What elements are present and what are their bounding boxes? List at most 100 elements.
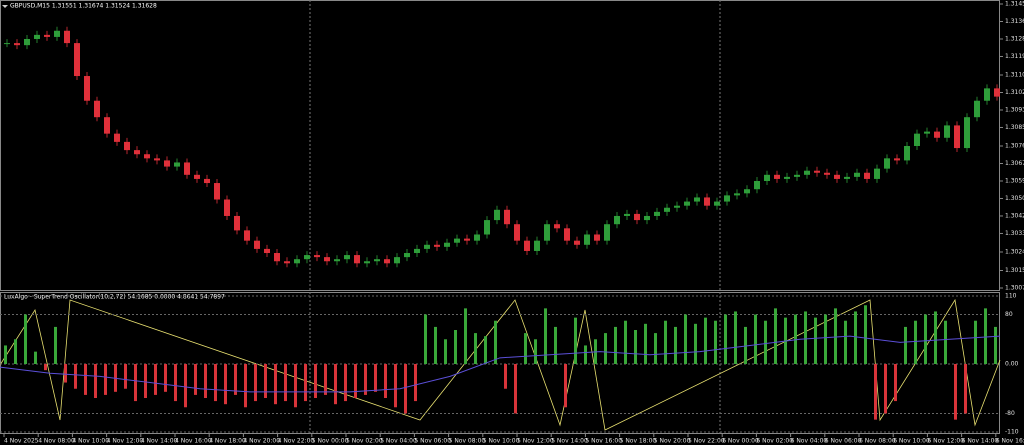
time-label: 5 Nov 04:00: [380, 438, 417, 445]
candle-body: [234, 215, 240, 231]
candle-body: [874, 168, 880, 179]
osc-bar: [134, 364, 137, 402]
candle-body: [54, 30, 60, 37]
time-label: 4 Nov 16:00: [175, 438, 212, 445]
candle-body: [864, 172, 870, 179]
osc-bar: [614, 326, 617, 364]
osc-bar: [514, 364, 517, 414]
price-tick-label: 1.30590: [1005, 177, 1024, 184]
candle-body: [134, 150, 140, 155]
osc-bar: [34, 351, 37, 364]
osc-bar: [544, 308, 547, 364]
osc-bar: [444, 339, 447, 364]
osc-bar: [714, 320, 717, 364]
candle-body: [484, 220, 490, 235]
osc-bar: [654, 333, 657, 364]
candle-body: [924, 131, 930, 134]
candle-body: [414, 248, 420, 254]
osc-bar: [584, 345, 587, 364]
symbol-menu-icon[interactable]: [2, 5, 8, 8]
osc-bar: [954, 364, 957, 420]
candle-body: [374, 259, 380, 262]
candle-body: [344, 255, 350, 260]
time-label: 4 Nov 2025: [4, 438, 39, 445]
candle-body: [684, 201, 690, 206]
candle-body: [634, 213, 640, 221]
osc-bar: [314, 364, 317, 398]
candle-body: [184, 162, 190, 175]
candle-body: [734, 193, 740, 196]
price-tick-label: 1.30155: [1005, 267, 1024, 274]
candle-body: [544, 224, 550, 241]
time-label: 6 Nov 12:00: [927, 438, 964, 445]
candle-body: [384, 259, 390, 264]
time-label: 5 Nov 16:00: [585, 438, 622, 445]
candle-body: [654, 211, 660, 216]
candle-body: [744, 189, 750, 194]
osc-bar: [494, 320, 497, 364]
price-tick-label: 1.31450: [1005, 1, 1024, 8]
osc-bar: [354, 364, 357, 398]
candle-body: [754, 180, 760, 190]
osc-bar: [14, 339, 17, 364]
osc-bar: [154, 364, 157, 395]
price-tick-label: 1.30935: [1005, 106, 1024, 113]
osc-bar: [634, 330, 637, 364]
price-tick-label: 1.30335: [1005, 230, 1024, 237]
osc-bar: [604, 333, 607, 364]
osc-bar: [724, 314, 727, 364]
time-label: 5 Nov 00:00: [312, 438, 349, 445]
osc-bar: [384, 364, 387, 398]
candle-body: [584, 234, 590, 245]
osc-bar: [464, 308, 467, 364]
candle-body: [254, 240, 260, 249]
osc-bar: [484, 336, 487, 364]
osc-bar: [644, 323, 647, 364]
candle-body: [474, 234, 480, 241]
osc-bar: [174, 364, 177, 402]
osc-bar: [394, 364, 397, 408]
candle-body: [994, 88, 1000, 97]
time-label: 4 Nov 18:00: [209, 438, 246, 445]
osc-bar: [934, 311, 937, 364]
candle-body: [34, 34, 40, 39]
price-frame: [0, 0, 1000, 291]
price-tick-label: 1.30070: [1005, 285, 1024, 292]
osc-bar: [84, 364, 87, 395]
osc-bar: [534, 339, 537, 364]
osc-bar: [4, 345, 7, 364]
candle-body: [294, 259, 300, 264]
osc-bar: [254, 364, 257, 402]
osc-bar: [804, 311, 807, 364]
candle-body: [224, 199, 230, 216]
osc-bar: [164, 364, 167, 392]
osc-bar: [124, 364, 127, 389]
osc-bar: [574, 317, 577, 364]
osc-tick-label: 0.00: [1005, 361, 1019, 368]
candle-body: [154, 158, 160, 161]
osc-bar: [424, 314, 427, 364]
candle-body: [884, 158, 890, 169]
osc-bar: [944, 320, 947, 364]
osc-bar: [974, 320, 977, 364]
osc-bar: [814, 317, 817, 364]
candle-body: [84, 76, 90, 101]
candle-body: [904, 146, 910, 161]
osc-bar: [984, 308, 987, 364]
price-tick-label: 1.31280: [1005, 35, 1024, 42]
time-label: 4 Nov 08:00: [38, 438, 75, 445]
candle-body: [624, 213, 630, 216]
osc-bar: [684, 314, 687, 364]
osc-bar: [554, 326, 557, 364]
price-tick-label: 1.30245: [1005, 248, 1024, 255]
candle-body: [314, 255, 320, 258]
osc-bar: [834, 308, 837, 364]
candle-body: [974, 100, 980, 118]
candle-body: [494, 209, 500, 221]
time-label: 5 Nov 06:00: [414, 438, 451, 445]
time-label: 5 Nov 14:00: [551, 438, 588, 445]
osc-bar: [754, 314, 757, 364]
osc-bar: [44, 364, 47, 371]
candle-body: [894, 158, 900, 161]
